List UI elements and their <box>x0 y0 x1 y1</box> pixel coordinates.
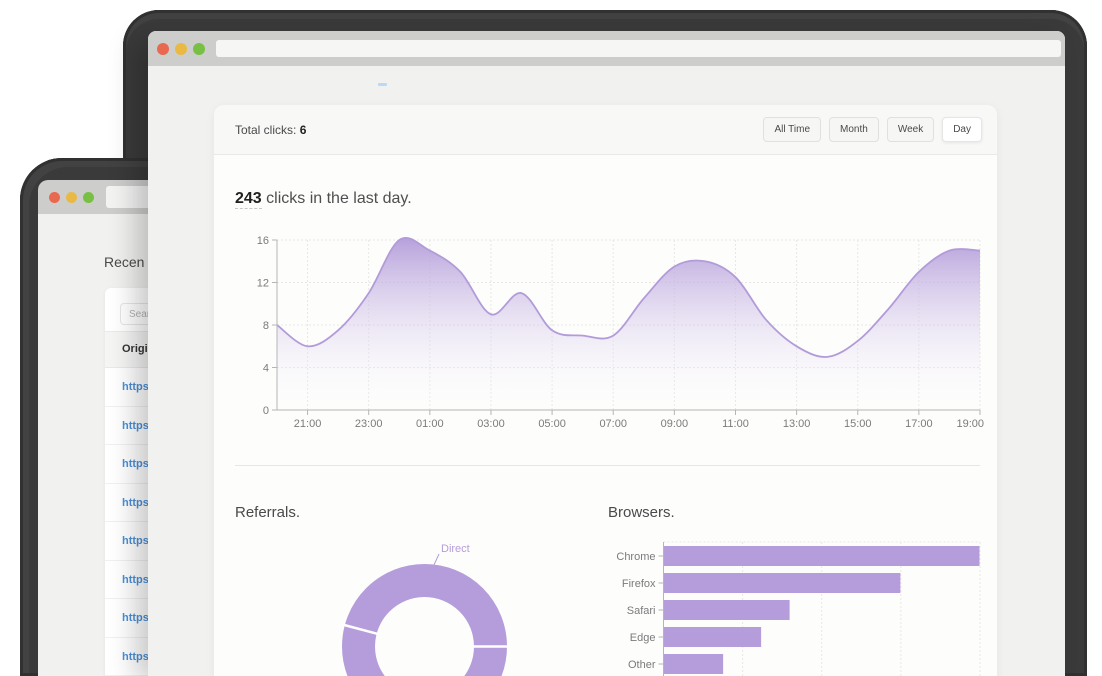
total-clicks: Total clicks: 6 <box>235 123 306 137</box>
front-browser-chrome <box>148 31 1065 66</box>
svg-text:12: 12 <box>257 278 269 290</box>
area-line <box>276 237 981 358</box>
browsers-heading: Browsers. <box>608 504 675 521</box>
grid-lines <box>663 541 981 676</box>
zoom-button[interactable] <box>193 42 205 55</box>
svg-text:07:00: 07:00 <box>599 418 627 430</box>
dashboard-page: Total clicks: 6 All Time Month Week Day … <box>148 66 1065 676</box>
filter-button-day[interactable]: Day <box>942 117 982 142</box>
donut-label-direct: Direct <box>441 543 470 555</box>
area-chart-svg: 0 4 8 12 16 21:00 23:00 01:00 03:00 05:00 07:00 09:… <box>257 235 984 430</box>
close-button[interactable] <box>49 191 60 203</box>
axes <box>272 239 981 415</box>
svg-text:01:00: 01:00 <box>416 418 444 430</box>
slice-separator <box>342 623 380 636</box>
bar-chart-svg: Chrome Firefox Safari Edge Other <box>616 541 981 676</box>
back-page-title: Recen <box>104 254 145 270</box>
x-axis-labels: 21:00 23:00 01:00 03:00 05:00 07:00 09:00 11:00… <box>294 418 984 430</box>
area-fill <box>277 237 980 410</box>
svg-text:Firefox: Firefox <box>622 578 656 590</box>
page-artifact-dash <box>378 83 387 86</box>
svg-text:Edge: Edge <box>630 632 656 644</box>
referrals-heading: Referrals. <box>235 504 301 521</box>
filter-button-month[interactable]: Month <box>829 117 879 142</box>
svg-text:03:00: 03:00 <box>477 418 505 430</box>
clicks-summary: 243 clicks in the last day. <box>235 190 412 209</box>
svg-text:4: 4 <box>263 363 269 375</box>
filter-button-week[interactable]: Week <box>886 117 935 142</box>
front-url-bar[interactable] <box>216 40 1061 57</box>
svg-text:05:00: 05:00 <box>538 418 566 430</box>
minimize-button[interactable] <box>66 191 77 203</box>
svg-text:Chrome: Chrome <box>616 551 655 563</box>
svg-text:23:00: 23:00 <box>355 418 383 430</box>
total-clicks-value: 6 <box>299 122 307 137</box>
front-traffic-lights <box>157 42 205 55</box>
clicks-summary-text: clicks in the last day. <box>261 190 412 207</box>
section-divider <box>235 465 980 466</box>
referrals-donut-chart: Direct <box>330 535 520 676</box>
donut-ring <box>342 564 507 676</box>
svg-text:17:00: 17:00 <box>905 418 933 430</box>
zoom-button[interactable] <box>83 191 94 203</box>
bar-safari <box>664 600 790 620</box>
bar-edge <box>664 627 762 647</box>
svg-text:Other: Other <box>628 659 656 671</box>
back-traffic-lights <box>49 191 94 203</box>
svg-text:Safari: Safari <box>627 605 656 617</box>
donut-chart-svg: Direct <box>342 543 510 676</box>
svg-text:13:00: 13:00 <box>783 418 811 430</box>
time-filter-group: All Time Month Week Day <box>763 117 982 142</box>
analytics-card-header: Total clicks: 6 All Time Month Week Day <box>214 105 997 155</box>
front-window: Total clicks: 6 All Time Month Week Day … <box>148 31 1065 676</box>
browsers-bar-chart: Chrome Firefox Safari Edge Other <box>608 535 990 676</box>
svg-text:21:00: 21:00 <box>294 418 322 430</box>
minimize-button[interactable] <box>175 42 187 55</box>
filter-button-all-time[interactable]: All Time <box>763 117 822 142</box>
svg-text:19:00: 19:00 <box>956 418 984 430</box>
bar-chrome <box>664 546 980 566</box>
clicks-area-chart: 0 4 8 12 16 21:00 23:00 01:00 03:00 05:00 07:00 09:… <box>245 232 985 437</box>
bar-firefox <box>664 573 901 593</box>
analytics-card: Total clicks: 6 All Time Month Week Day … <box>214 105 997 676</box>
bar-other <box>664 654 724 674</box>
close-button[interactable] <box>157 42 169 55</box>
category-labels: Chrome Firefox Safari Edge Other <box>616 551 656 671</box>
svg-text:11:00: 11:00 <box>722 418 749 430</box>
svg-text:15:00: 15:00 <box>844 418 872 430</box>
label-leader-line <box>432 553 440 568</box>
svg-text:09:00: 09:00 <box>661 418 689 430</box>
total-clicks-label: Total clicks: <box>235 122 297 137</box>
clicks-count: 243 <box>235 190 262 209</box>
svg-text:0: 0 <box>263 405 269 417</box>
y-axis-labels: 0 4 8 12 16 <box>257 235 269 417</box>
svg-text:8: 8 <box>263 320 269 332</box>
svg-text:16: 16 <box>257 235 269 247</box>
